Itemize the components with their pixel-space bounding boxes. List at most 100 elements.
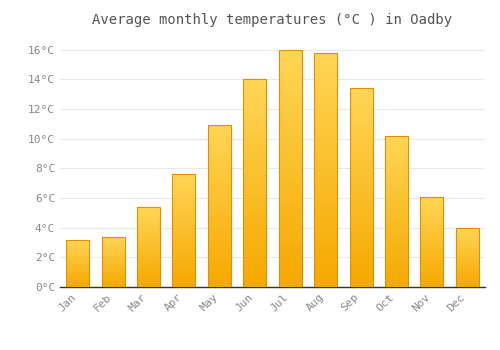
Bar xyxy=(66,263,89,264)
Bar xyxy=(385,219,408,221)
Bar xyxy=(244,238,266,240)
Bar xyxy=(244,191,266,194)
Bar xyxy=(385,141,408,144)
Bar xyxy=(420,245,444,246)
Bar xyxy=(456,228,479,287)
Bar xyxy=(208,150,231,152)
Bar xyxy=(137,213,160,214)
Bar xyxy=(420,200,444,201)
Bar xyxy=(102,269,124,270)
Bar xyxy=(420,199,444,200)
Bar xyxy=(244,245,266,248)
Bar xyxy=(66,245,89,246)
Bar xyxy=(278,133,301,136)
Bar xyxy=(314,126,337,129)
Bar xyxy=(385,232,408,234)
Bar xyxy=(244,212,266,214)
Bar xyxy=(350,252,372,255)
Bar xyxy=(208,184,231,186)
Bar xyxy=(385,181,408,183)
Bar xyxy=(385,217,408,219)
Bar xyxy=(420,207,444,208)
Bar xyxy=(244,285,266,287)
Bar xyxy=(244,144,266,147)
Bar xyxy=(102,261,124,262)
Bar xyxy=(314,270,337,272)
Bar xyxy=(172,228,196,229)
Bar xyxy=(385,276,408,278)
Bar xyxy=(314,264,337,266)
Bar xyxy=(420,281,444,282)
Bar xyxy=(208,210,231,212)
Bar xyxy=(244,243,266,245)
Bar xyxy=(314,278,337,281)
Bar xyxy=(385,285,408,287)
Bar xyxy=(278,281,301,284)
Bar xyxy=(350,272,372,275)
Bar xyxy=(244,98,266,100)
Bar xyxy=(137,249,160,250)
Bar xyxy=(208,130,231,132)
Bar xyxy=(456,286,479,287)
Bar xyxy=(137,248,160,249)
Bar xyxy=(102,252,124,253)
Bar xyxy=(244,90,266,92)
Bar xyxy=(244,201,266,204)
Bar xyxy=(385,241,408,244)
Bar xyxy=(244,256,266,258)
Bar xyxy=(208,196,231,198)
Bar xyxy=(172,201,196,203)
Bar xyxy=(278,222,301,225)
Bar xyxy=(102,250,124,251)
Bar xyxy=(314,199,337,202)
Bar xyxy=(66,283,89,284)
Bar xyxy=(66,265,89,266)
Bar xyxy=(66,242,89,243)
Bar xyxy=(278,243,301,245)
Bar xyxy=(278,201,301,204)
Bar xyxy=(66,270,89,271)
Bar xyxy=(350,126,372,128)
Bar xyxy=(244,214,266,217)
Bar xyxy=(456,254,479,255)
Bar xyxy=(172,246,196,247)
Bar xyxy=(350,232,372,235)
Bar xyxy=(420,210,444,211)
Bar xyxy=(66,278,89,279)
Bar xyxy=(385,144,408,145)
Bar xyxy=(456,272,479,273)
Bar xyxy=(420,241,444,242)
Bar xyxy=(102,276,124,277)
Bar xyxy=(137,229,160,230)
Bar xyxy=(208,251,231,253)
Bar xyxy=(66,248,89,249)
Bar xyxy=(350,146,372,148)
Bar xyxy=(456,284,479,285)
Bar xyxy=(278,195,301,198)
Bar xyxy=(278,50,301,287)
Bar xyxy=(278,245,301,248)
Bar xyxy=(350,285,372,287)
Bar xyxy=(208,135,231,138)
Bar xyxy=(420,284,444,285)
Bar xyxy=(244,165,266,168)
Bar xyxy=(137,222,160,223)
Bar xyxy=(278,275,301,278)
Bar xyxy=(66,244,89,245)
Bar xyxy=(314,158,337,161)
Bar xyxy=(385,215,408,217)
Bar xyxy=(172,224,196,225)
Bar xyxy=(244,196,266,199)
Bar xyxy=(66,255,89,256)
Bar xyxy=(385,202,408,204)
Bar xyxy=(385,236,408,238)
Bar xyxy=(137,277,160,278)
Bar xyxy=(102,243,124,244)
Bar xyxy=(208,230,231,232)
Bar xyxy=(208,186,231,188)
Bar xyxy=(314,190,337,193)
Bar xyxy=(385,274,408,276)
Bar xyxy=(244,188,266,191)
Bar xyxy=(314,167,337,170)
Bar xyxy=(244,126,266,129)
